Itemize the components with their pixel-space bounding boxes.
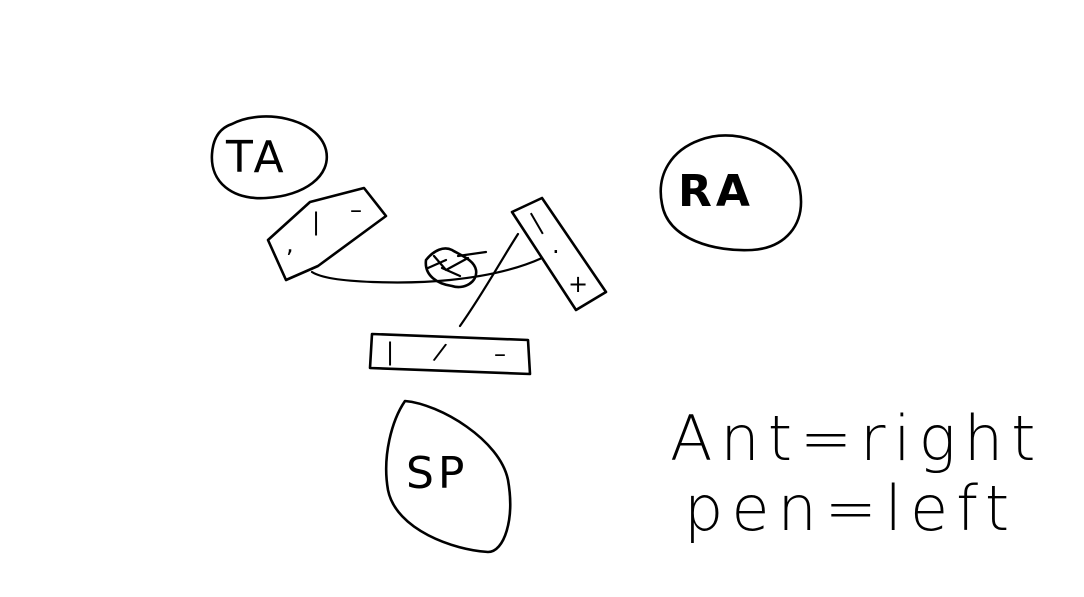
vertical-box-mark-3: + bbox=[568, 270, 589, 298]
sp-bubble-outline bbox=[384, 399, 512, 554]
left-connector-curve bbox=[310, 256, 544, 284]
vertical-box-outline bbox=[510, 196, 608, 312]
note-line-2: pen=left bbox=[684, 472, 1018, 545]
upper-left-box-mark-3: – bbox=[350, 196, 362, 224]
note-line-1: Ant=right bbox=[670, 402, 1044, 475]
vertical-box-mark-2: · bbox=[552, 238, 560, 266]
upper-left-box-mark-2: | bbox=[312, 208, 321, 236]
bottom-box-mark-3: – bbox=[494, 340, 506, 368]
bottom-box-outline bbox=[368, 332, 532, 376]
upper-left-box-mark-1: , bbox=[286, 230, 294, 258]
ra-bubble-outline bbox=[659, 134, 803, 252]
upper-left-box-outline bbox=[266, 186, 388, 282]
sp-bubble-label: SP bbox=[406, 448, 469, 499]
ra-bubble-label: RA bbox=[678, 166, 754, 217]
diagonal-connector-line bbox=[458, 232, 520, 328]
lock-icon-detail bbox=[426, 250, 488, 278]
ta-bubble-label: TA bbox=[226, 132, 288, 183]
ta-bubble-outline bbox=[210, 115, 329, 200]
lock-icon bbox=[424, 247, 478, 289]
bottom-box-mark-1: | bbox=[386, 338, 395, 366]
